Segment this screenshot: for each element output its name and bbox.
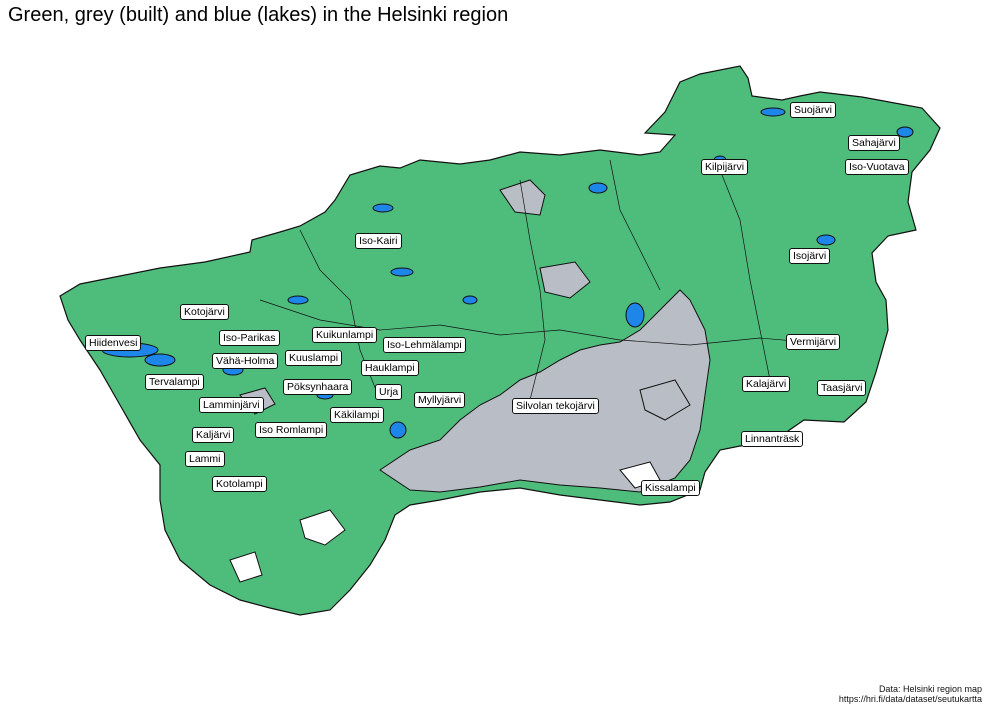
lake-label: Myllyjärvi [414, 392, 466, 408]
sea-inlet [299, 509, 346, 546]
lake-label: Iso Romlampi [255, 422, 328, 438]
district-boundary [719, 169, 771, 381]
district-boundary [519, 179, 546, 401]
built-area-east [639, 379, 691, 421]
lake-label: Kissalampi [641, 480, 700, 496]
lake-label: Iso-Lehmälampi [383, 337, 466, 353]
green-area [59, 65, 941, 616]
lake-shape [896, 126, 914, 138]
lake-shape [390, 267, 414, 277]
built-area-north [499, 179, 546, 216]
lake-label: Isojärvi [789, 248, 831, 264]
lake-label: Taasjärvi [817, 380, 867, 396]
data-source-caption: Data: Helsinki region map https://hri.fi… [839, 684, 982, 704]
lake-shape [462, 295, 478, 305]
lake-label: Urja [375, 384, 403, 400]
lake-label: Suojärvi [790, 102, 836, 118]
sea-inlet [229, 551, 263, 583]
lake-label: Kaljärvi [192, 427, 235, 443]
lake-label: Sahajärvi [848, 135, 900, 151]
lake-label: Kilpijärvi [701, 159, 749, 175]
lake-label: Linnanträsk [741, 431, 804, 447]
lake-shape [389, 421, 407, 439]
map-title: Green, grey (built) and blue (lakes) in … [8, 4, 509, 26]
lake-label: Kotolampi [212, 476, 267, 492]
lake-label: Tervalampi [145, 374, 204, 390]
lake-shape [144, 353, 176, 367]
caption-line-2: https://hri.fi/data/dataset/seutukartta [838, 694, 982, 704]
lake-shape [287, 295, 309, 305]
lake-label: Pöksynhaara [283, 379, 353, 395]
lake-shape [760, 107, 786, 117]
lake-shape [816, 234, 836, 246]
lake-label: Kalajärvi [742, 376, 791, 392]
lake-label: Iso-Vuotava [845, 159, 909, 175]
lake-label: Iso-Parikas [219, 330, 280, 346]
lake-label: Käkilampi [330, 407, 384, 423]
lake-shape [625, 302, 645, 328]
district-boundary [609, 159, 661, 291]
lake-label: Silvolan tekojärvi [512, 398, 599, 414]
lake-label: Hiidenvesi [85, 335, 142, 351]
caption-line-1: Data: Helsinki region map [878, 684, 982, 694]
built-area-central [539, 261, 591, 299]
lake-label: Lamminjärvi [199, 397, 264, 413]
lake-label: Kotojärvi [180, 304, 229, 320]
lake-label: Iso-Kairi [355, 233, 402, 249]
lake-label: Vermijärvi [786, 334, 841, 350]
lake-label: Kuikunlampi [312, 327, 378, 343]
district-boundary [259, 299, 841, 346]
lake-shape [588, 182, 608, 194]
lake-label: Kuuslampi [285, 350, 343, 366]
lake-label: Lammi [185, 451, 225, 467]
lake-label: Vähä-Holma [212, 353, 279, 369]
lake-shape [372, 203, 394, 213]
lake-label: Hauklampi [361, 360, 419, 376]
